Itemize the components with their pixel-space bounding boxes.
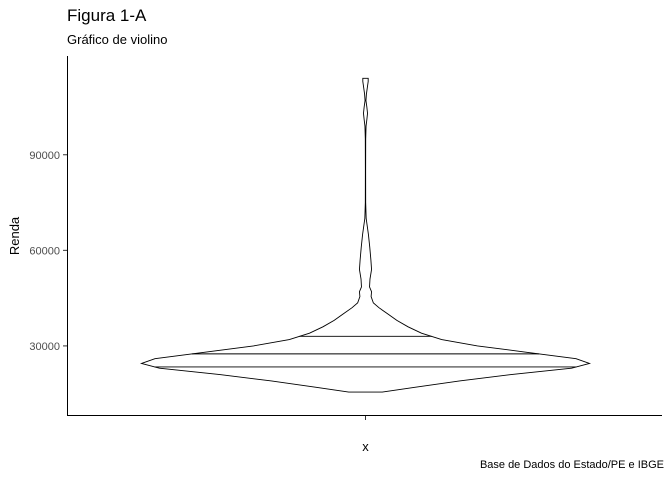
y-tick-label: 90000 — [29, 150, 60, 162]
y-tick-label: 30000 — [29, 341, 60, 353]
chart-subtitle: Gráfico de violino — [67, 32, 168, 47]
x-tick-label: x — [362, 439, 369, 454]
chart-caption: Base de Dados do Estado/PE e IBGE — [479, 459, 664, 471]
y-ticks: 30000 60000 90000 — [29, 150, 67, 353]
violin-shape — [139, 77, 592, 393]
chart-title: Figura 1-A — [67, 6, 147, 25]
y-tick-label: 60000 — [29, 245, 60, 257]
y-axis-title: Renda — [7, 216, 22, 255]
quantile-lines — [154, 335, 577, 368]
